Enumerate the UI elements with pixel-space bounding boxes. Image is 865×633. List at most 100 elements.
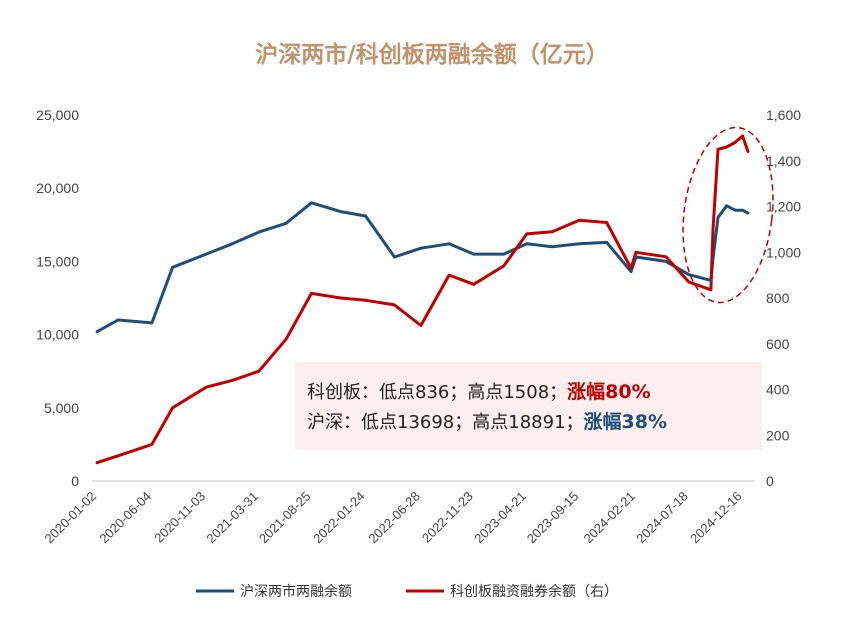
y-left-tick-label: 15,000 bbox=[36, 253, 79, 269]
data-point-kechuang bbox=[687, 280, 691, 284]
data-point-kechuang bbox=[550, 230, 554, 234]
data-point-shenhu bbox=[393, 255, 396, 259]
x-tick-label: 2023-09-15 bbox=[524, 489, 582, 547]
data-point-shenhu bbox=[116, 318, 120, 322]
data-point-kechuang bbox=[472, 282, 476, 286]
data-point-shenhu bbox=[472, 252, 476, 256]
data-point-shenhu bbox=[733, 208, 737, 212]
data-point-kechuang bbox=[116, 454, 120, 458]
y-right-tick-label: 1,200 bbox=[766, 199, 801, 215]
data-point-shenhu bbox=[634, 255, 638, 259]
data-point-shenhu bbox=[364, 214, 368, 218]
annotation-box bbox=[295, 362, 762, 450]
x-tick-label: 2024-12-16 bbox=[687, 489, 745, 547]
x-tick-label: 2023-04-21 bbox=[471, 489, 529, 547]
highlight-ellipse bbox=[682, 126, 774, 304]
data-point-shenhu bbox=[95, 330, 99, 334]
data-point-kechuang bbox=[257, 369, 261, 373]
y-left-tick-label: 5,000 bbox=[44, 400, 79, 416]
chart-title: 沪深两市/科创板两融余额（亿元） bbox=[255, 41, 608, 68]
annotation-line-2-text: 沪深：低点13698；高点18891； bbox=[307, 412, 584, 433]
y-right-tick-label: 400 bbox=[766, 382, 790, 398]
legend-label-kechuang: 科创板融资融券余额（右） bbox=[450, 583, 618, 600]
data-point-kechuang bbox=[725, 145, 728, 149]
data-point-shenhu bbox=[709, 279, 713, 282]
y-left-tick-label: 10,000 bbox=[36, 327, 79, 343]
data-point-kechuang bbox=[204, 385, 208, 389]
data-point-kechuang bbox=[629, 266, 633, 270]
annotation-line-1-highlight: 涨幅80% bbox=[567, 380, 650, 403]
data-point-shenhu bbox=[725, 204, 728, 208]
annotation-line-2: 沪深：低点13698；高点18891；涨幅38% bbox=[307, 410, 667, 433]
y-left-tick-label: 0 bbox=[71, 473, 79, 489]
data-point-shenhu bbox=[741, 208, 745, 212]
x-tick-label: 2020-01-02 bbox=[41, 489, 99, 547]
data-point-kechuang bbox=[393, 303, 396, 307]
data-point-kechuang bbox=[711, 227, 715, 231]
y-left-tick-label: 20,000 bbox=[36, 180, 79, 196]
data-point-shenhu bbox=[339, 210, 343, 214]
data-point-kechuang bbox=[605, 221, 609, 224]
data-point-kechuang bbox=[447, 273, 451, 277]
y-right-tick-label: 1,400 bbox=[766, 153, 801, 169]
data-point-kechuang bbox=[577, 218, 581, 222]
x-tick-label: 2020-06-04 bbox=[96, 489, 154, 547]
x-axis: 2020-01-022020-06-042020-11-032021-03-31… bbox=[41, 489, 744, 547]
data-point-kechuang bbox=[419, 324, 423, 327]
y-right-tick-label: 600 bbox=[766, 336, 790, 352]
annotation-line-1: 科创板：低点836；高点1508；涨幅80% bbox=[307, 380, 651, 403]
data-point-shenhu bbox=[605, 240, 609, 244]
annotation-line-1-text: 科创板：低点836；高点1508； bbox=[307, 382, 567, 403]
y-axis-right: 0 200 400 600 800 1,000 1,200 1,400 1,600 bbox=[766, 107, 801, 489]
data-point-kechuang bbox=[150, 443, 154, 446]
data-point-kechuang bbox=[502, 264, 506, 268]
x-tick-label: 2024-02-21 bbox=[580, 489, 638, 547]
data-point-kechuang bbox=[284, 337, 288, 341]
y-right-tick-label: 1,600 bbox=[766, 107, 801, 123]
data-point-shenhu bbox=[550, 245, 554, 249]
x-tick-label: 2021-08-25 bbox=[256, 489, 314, 547]
data-point-kechuang bbox=[309, 292, 313, 295]
data-point-shenhu bbox=[284, 221, 288, 225]
data-point-shenhu bbox=[502, 252, 506, 256]
data-point-shenhu bbox=[716, 216, 720, 219]
data-point-kechuang bbox=[746, 150, 750, 154]
x-tick-label: 2022-06-28 bbox=[365, 489, 423, 547]
data-point-kechuang bbox=[634, 250, 638, 254]
data-point-shenhu bbox=[687, 273, 691, 276]
data-point-kechuang bbox=[525, 232, 529, 236]
series-line-shenhu bbox=[96, 201, 749, 334]
data-point-shenhu bbox=[711, 257, 715, 260]
x-tick-label: 2024-07-18 bbox=[633, 489, 691, 547]
data-point-kechuang bbox=[664, 255, 668, 259]
data-point-kechuang bbox=[709, 288, 713, 292]
y-right-tick-label: 0 bbox=[766, 473, 774, 489]
data-point-kechuang bbox=[716, 147, 720, 151]
data-point-shenhu bbox=[577, 242, 581, 246]
data-point-shenhu bbox=[419, 246, 423, 250]
data-point-shenhu bbox=[664, 260, 668, 263]
data-point-shenhu bbox=[171, 265, 175, 269]
data-point-kechuang bbox=[95, 461, 99, 465]
data-point-shenhu bbox=[629, 270, 633, 274]
y-right-tick-label: 1,000 bbox=[766, 244, 801, 260]
legend: 沪深两市两融余额 科创板融资融券余额（右） bbox=[196, 583, 618, 600]
data-point-kechuang bbox=[171, 406, 175, 410]
data-point-kechuang bbox=[230, 378, 234, 382]
y-right-tick-label: 200 bbox=[766, 427, 790, 443]
data-point-shenhu bbox=[204, 252, 208, 256]
data-point-shenhu bbox=[309, 201, 313, 205]
x-tick-label: 2020-11-03 bbox=[151, 489, 208, 546]
data-point-kechuang bbox=[339, 296, 343, 300]
x-tick-label: 2022-01-24 bbox=[310, 489, 368, 547]
y-right-tick-label: 800 bbox=[766, 290, 790, 306]
data-point-shenhu bbox=[230, 242, 234, 246]
y-axis-left: 0 5,000 10,000 15,000 20,000 25,000 bbox=[36, 107, 79, 489]
data-point-kechuang bbox=[733, 141, 737, 144]
data-point-kechuang bbox=[364, 298, 368, 302]
annotation-line-2-highlight: 涨幅38% bbox=[584, 410, 667, 433]
data-point-shenhu bbox=[257, 230, 261, 234]
legend-label-shenhu: 沪深两市两融余额 bbox=[240, 583, 352, 600]
data-points bbox=[95, 134, 750, 465]
